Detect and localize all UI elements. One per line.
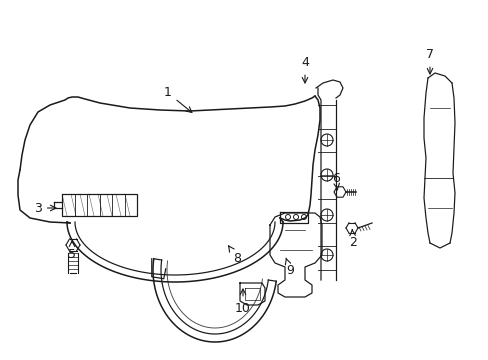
- Text: 1: 1: [164, 86, 191, 112]
- Text: 7: 7: [425, 49, 433, 74]
- Text: 5: 5: [68, 241, 76, 261]
- Text: 2: 2: [348, 230, 356, 248]
- Bar: [62, 194, 137, 216]
- Text: 9: 9: [285, 258, 293, 276]
- Text: 4: 4: [301, 57, 308, 83]
- Text: 6: 6: [331, 171, 339, 190]
- Text: 10: 10: [235, 289, 250, 315]
- Text: 3: 3: [34, 202, 56, 215]
- Text: 8: 8: [228, 246, 241, 265]
